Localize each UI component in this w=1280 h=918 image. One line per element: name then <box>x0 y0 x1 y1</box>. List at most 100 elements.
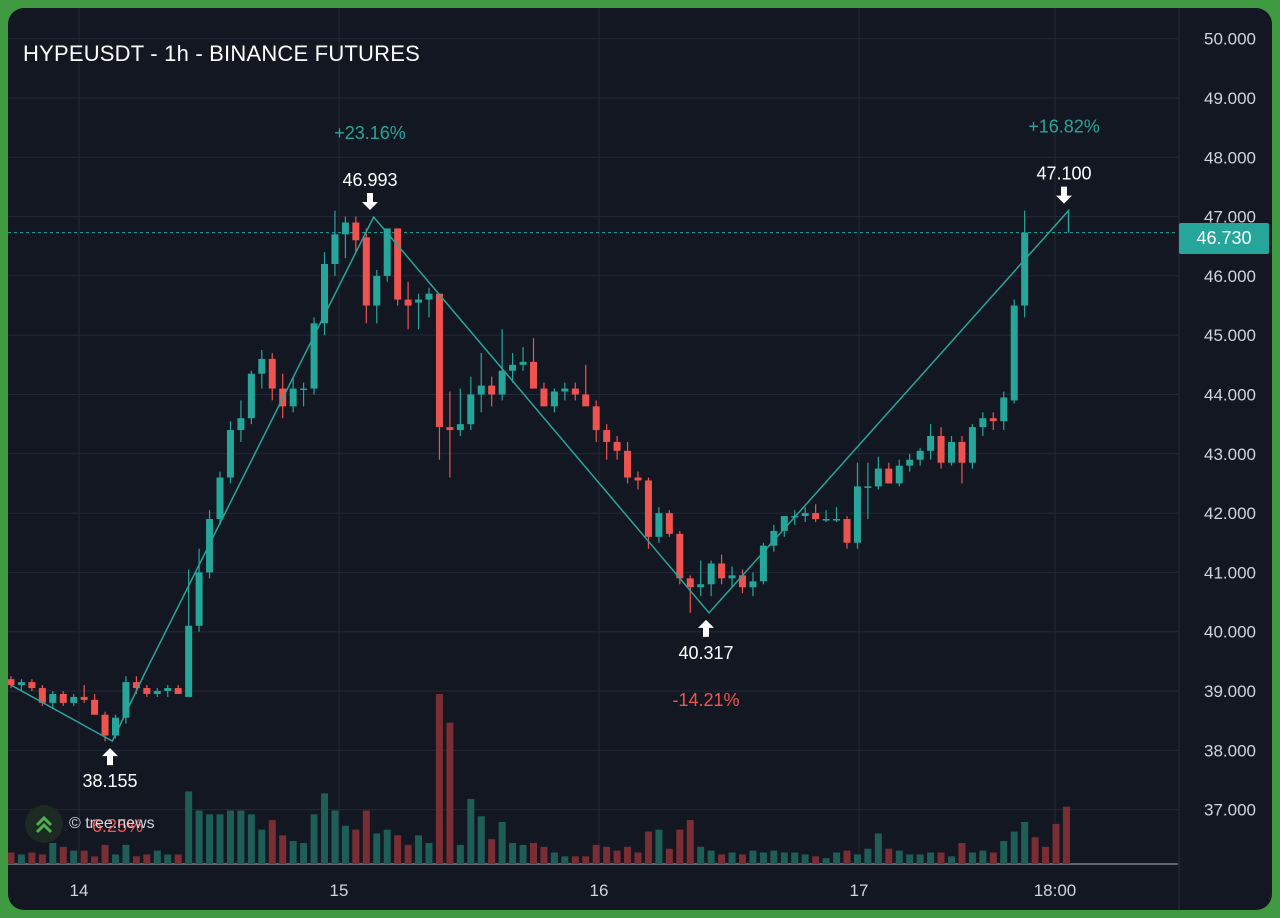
y-tick-label: 38.000 <box>1204 741 1256 760</box>
candle-body <box>989 418 997 422</box>
candle-body <box>341 222 349 235</box>
volume-bar <box>989 852 997 864</box>
pivot-price-label: 46.993 <box>342 170 397 190</box>
candle-body <box>561 388 569 392</box>
volume-bar <box>874 833 882 864</box>
candle-body <box>833 519 841 521</box>
volume-bar <box>1000 841 1008 864</box>
candle-body <box>373 275 381 306</box>
candle-body <box>143 688 151 694</box>
pivot-down-arrow-icon <box>362 192 378 210</box>
volume-bar <box>446 722 454 864</box>
candle-body <box>112 717 119 736</box>
candle-body <box>498 370 506 395</box>
candle-body <box>853 486 861 543</box>
volume-bar <box>759 852 767 864</box>
candle-body <box>864 486 872 488</box>
candle-body <box>968 427 976 463</box>
y-tick-label: 46.000 <box>1204 267 1256 286</box>
candle-body <box>8 679 15 686</box>
volume-bar <box>718 854 726 864</box>
candle-body <box>1000 397 1008 422</box>
candle-body <box>634 477 642 481</box>
volume-bar <box>509 842 517 864</box>
candle-body <box>906 459 914 466</box>
volume-bar <box>571 856 579 864</box>
volume-bar <box>226 810 234 864</box>
y-tick-label: 50.000 <box>1204 30 1256 49</box>
volume-bar <box>101 844 109 864</box>
volume-bar <box>634 852 642 864</box>
volume-bar <box>843 850 851 864</box>
volume-bar <box>394 835 402 864</box>
chart-frame: 37.000 38.000 39.000 40.000 41.000 42.000 43.0… <box>8 8 1272 910</box>
candle-body <box>874 468 882 487</box>
volume-bar <box>927 852 935 864</box>
y-tick-label: 39.000 <box>1204 682 1256 701</box>
volume-bar <box>331 810 339 864</box>
watermark-text: © tree.news <box>69 815 155 832</box>
candle-body <box>979 418 987 428</box>
candle-body <box>540 388 548 407</box>
candle-body <box>289 388 297 407</box>
candle-body <box>164 688 172 692</box>
candle-body <box>780 516 788 531</box>
volume-bar <box>164 854 172 864</box>
candle-body <box>592 406 600 431</box>
volume-bar <box>143 854 151 864</box>
candle-body <box>801 513 809 517</box>
x-tick-label: 16 <box>590 881 609 900</box>
pivot-up-arrow-icon <box>698 619 714 637</box>
pivot-change-label: -6.25% <box>86 816 143 836</box>
pivot-price-label: 47.100 <box>1036 164 1091 184</box>
volume-bar <box>38 854 46 864</box>
volume-bar <box>404 844 412 864</box>
volume-bar <box>895 850 903 864</box>
candle-body <box>770 530 778 546</box>
candle-body <box>937 436 945 463</box>
volume-bar <box>488 839 496 864</box>
volume-bar <box>697 846 705 864</box>
volume-bar <box>1031 837 1039 864</box>
volume-bar <box>550 852 558 864</box>
candle-body <box>477 385 485 395</box>
candlestick-chart[interactable]: 37.000 38.000 39.000 40.000 41.000 42.000 43.0… <box>8 8 1272 910</box>
volume-bar <box>1021 821 1029 864</box>
volume-bar <box>153 850 161 864</box>
volume-bar <box>822 858 830 864</box>
candle-body <box>739 575 746 588</box>
x-tick-label: 18:00 <box>1034 881 1077 900</box>
pivot-up-arrow-icon <box>102 748 118 766</box>
volume-bar <box>268 820 276 864</box>
volume-bar <box>728 852 736 864</box>
candle-body <box>948 441 955 463</box>
volume-bar <box>456 844 464 864</box>
volume-bar <box>864 848 872 864</box>
candle-body <box>571 388 579 395</box>
candle-body <box>310 323 318 389</box>
candle-body <box>59 693 67 703</box>
volume-bar <box>853 854 861 864</box>
candle-body <box>509 364 517 371</box>
y-tick-label: 47.000 <box>1204 208 1256 227</box>
x-tick-label: 14 <box>70 881 89 900</box>
volume-bar <box>300 842 308 864</box>
volume-bar <box>467 799 475 864</box>
volume-bar <box>80 850 88 864</box>
candle-body <box>300 388 308 391</box>
y-tick-label: 37.000 <box>1204 801 1256 820</box>
candle-body <box>91 699 99 715</box>
candle-body <box>822 519 830 521</box>
volume-bar <box>833 852 841 864</box>
y-tick-label: 45.000 <box>1204 326 1256 345</box>
candle-body <box>488 385 496 395</box>
volume-bar <box>28 852 36 864</box>
volume-bar <box>885 848 893 864</box>
volume-bar <box>749 850 757 864</box>
volume-bar <box>770 850 778 864</box>
candle-body <box>1021 232 1029 306</box>
volume-bar <box>968 852 976 864</box>
y-tick-label: 41.000 <box>1204 563 1256 582</box>
candle-body <box>153 691 161 694</box>
candle-body <box>603 430 611 442</box>
